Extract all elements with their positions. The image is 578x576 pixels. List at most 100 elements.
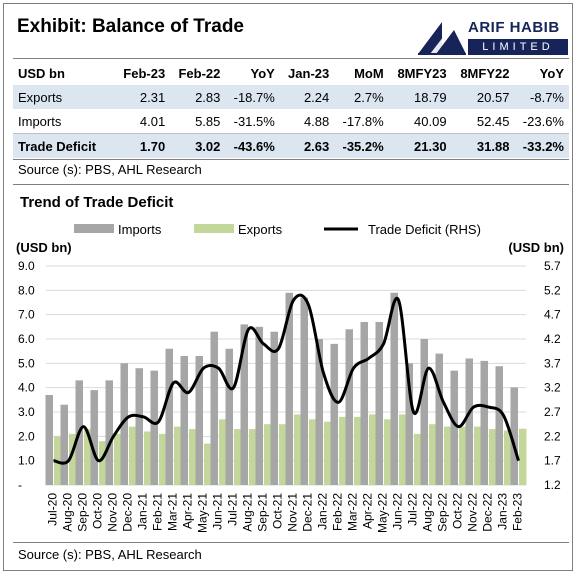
imports-bar bbox=[60, 404, 68, 485]
exports-bar bbox=[444, 426, 452, 485]
table-cell: -33.2% bbox=[514, 133, 569, 158]
x-tick-label: Feb-21 bbox=[151, 493, 165, 531]
x-tick-label: Aug-20 bbox=[61, 493, 75, 532]
table-cell: 5.85 bbox=[195, 113, 221, 129]
table-cell: 3.02 bbox=[170, 133, 226, 158]
y2-tick-label: 4.7 bbox=[544, 308, 561, 322]
y-tick-label: 4.0 bbox=[18, 381, 35, 395]
exports-bar bbox=[204, 443, 212, 485]
table-cell: 1.70 bbox=[115, 133, 171, 158]
imports-bar bbox=[465, 358, 473, 485]
table-cell: -8.7% bbox=[514, 85, 569, 109]
table-cell: -43.6% bbox=[225, 133, 280, 158]
imports-bar bbox=[90, 390, 98, 485]
exports-bar bbox=[384, 419, 392, 485]
y2-tick-label: 2.7 bbox=[544, 405, 561, 419]
exports-bar bbox=[309, 419, 317, 485]
imports-bar bbox=[345, 329, 353, 485]
legend-swatch bbox=[74, 224, 114, 233]
x-tick-label: Nov-20 bbox=[106, 493, 120, 532]
logo-name: ARIF HABIB bbox=[468, 19, 560, 36]
y2-tick-label: 5.2 bbox=[544, 283, 561, 297]
exports-bar bbox=[354, 416, 362, 485]
legend-label: Exports bbox=[238, 222, 283, 237]
imports-bar bbox=[315, 339, 323, 485]
imports-bar bbox=[435, 353, 443, 485]
imports-bar bbox=[45, 394, 53, 485]
exports-bar bbox=[189, 429, 197, 485]
x-tick-label: Nov-22 bbox=[466, 493, 480, 532]
legend-label: Trade Deficit (RHS) bbox=[368, 222, 481, 237]
x-tick-label: Feb-23 bbox=[511, 493, 525, 531]
y-tick-label: 9.0 bbox=[18, 259, 35, 273]
exports-bar bbox=[114, 433, 122, 485]
imports-bar bbox=[420, 339, 428, 485]
exports-bar bbox=[324, 421, 332, 485]
chart-bottom-rule bbox=[13, 542, 569, 543]
y2-tick-label: 4.2 bbox=[544, 332, 561, 346]
row-label: Exports bbox=[13, 85, 115, 109]
table-row-imports: Imports 4.01 5.85 -31.5% 4.88 -17.8% 40.… bbox=[13, 109, 569, 134]
exports-bar bbox=[369, 414, 377, 485]
x-tick-label: Oct-22 bbox=[451, 493, 465, 529]
exhibit-frame: Exhibit: Balance of Trade ARIF HABIB LIM… bbox=[3, 3, 573, 571]
y-tick-label: 5.0 bbox=[18, 356, 35, 370]
chart-title: Trend of Trade Deficit bbox=[20, 194, 174, 211]
column-header: YoY bbox=[539, 65, 564, 81]
column-header: MoM bbox=[354, 65, 384, 81]
y2-tick-label: 3.7 bbox=[544, 356, 561, 370]
y2-tick-label: 1.7 bbox=[544, 454, 561, 468]
exhibit-title: Exhibit: Balance of Trade bbox=[17, 16, 244, 37]
x-tick-label: Sep-22 bbox=[436, 493, 450, 532]
exports-bar bbox=[144, 431, 152, 485]
line-series bbox=[53, 293, 520, 465]
x-tick-label: Jul-22 bbox=[406, 493, 420, 526]
imports-bar bbox=[330, 343, 338, 485]
y-tick-label: 1.0 bbox=[18, 454, 35, 468]
x-tick-label: May-22 bbox=[376, 493, 390, 533]
imports-bar bbox=[150, 370, 158, 485]
table-bottom-rule bbox=[13, 159, 569, 160]
imports-bar bbox=[300, 297, 308, 485]
exports-bar bbox=[429, 424, 437, 485]
x-tick-label: Apr-21 bbox=[181, 493, 195, 529]
x-tick-label: Jan-23 bbox=[496, 493, 510, 530]
x-tick-label: Aug-21 bbox=[241, 493, 255, 532]
column-header: Jan-23 bbox=[288, 65, 330, 81]
imports-bar bbox=[450, 370, 458, 485]
table-row-exports: Exports 2.31 2.83 -18.7% 2.24 2.7% 18.79… bbox=[13, 85, 569, 109]
exports-bar bbox=[174, 426, 182, 485]
logo-subtitle: LIMITED bbox=[468, 39, 568, 55]
imports-bar bbox=[360, 321, 368, 485]
imports-bar bbox=[180, 356, 188, 485]
x-tick-label: Dec-20 bbox=[121, 493, 135, 532]
imports-bar bbox=[255, 326, 263, 485]
table-cell: 2.24 bbox=[279, 85, 335, 109]
row-label: Trade Deficit bbox=[13, 133, 115, 158]
table-cell: 2.83 bbox=[170, 85, 226, 109]
table-row-trade-deficit: Trade Deficit 1.70 3.02 -43.6% 2.63 -35.… bbox=[13, 133, 569, 158]
legend-label: Imports bbox=[118, 222, 162, 237]
trade-table: USD bn Feb-23 Feb-22 YoY Jan-23 MoM 8MFY… bbox=[13, 61, 569, 158]
x-tick-label: Mar-21 bbox=[166, 493, 180, 531]
company-logo: ARIF HABIB LIMITED bbox=[416, 18, 568, 56]
imports-bar bbox=[105, 380, 113, 485]
table-cell: 4.88 bbox=[303, 113, 330, 129]
exports-bar bbox=[234, 429, 242, 485]
imports-bar bbox=[120, 363, 128, 485]
imports-bar bbox=[390, 292, 398, 485]
exports-bar bbox=[459, 426, 467, 485]
imports-bar bbox=[510, 387, 518, 485]
x-tick-label: Sep-21 bbox=[256, 493, 270, 532]
x-tick-label: Jan-22 bbox=[316, 493, 330, 530]
exports-bar bbox=[279, 424, 287, 485]
exports-bar bbox=[489, 429, 497, 485]
x-tick-label: Aug-22 bbox=[421, 493, 435, 532]
x-tick-label: Jul-21 bbox=[226, 493, 240, 526]
y2-tick-label: 3.2 bbox=[544, 381, 561, 395]
y2-tick-label: 2.2 bbox=[544, 429, 561, 443]
logo-mark-icon bbox=[418, 22, 466, 55]
table-cell: 40.09 bbox=[414, 113, 447, 129]
x-tick-label: Jan-21 bbox=[136, 493, 150, 530]
imports-bar bbox=[210, 331, 218, 485]
